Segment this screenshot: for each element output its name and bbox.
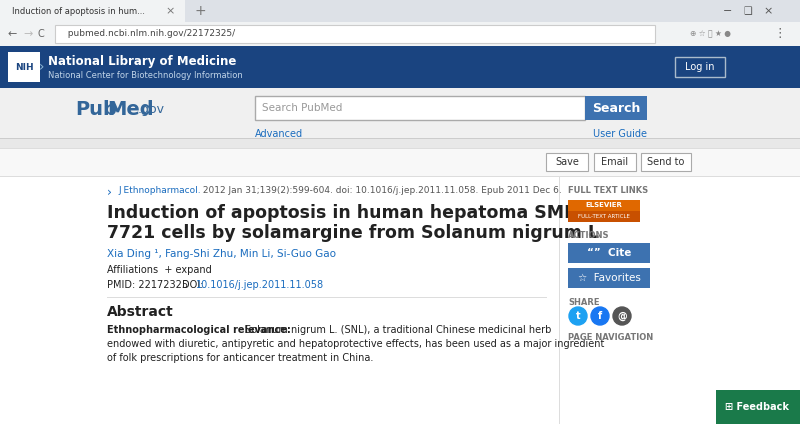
- Bar: [0, 148, 800, 149]
- Text: FULL-TEXT ARTICLE: FULL-TEXT ARTICLE: [578, 214, 630, 218]
- Text: Induction of apoptosis in human hepatoma SMMC-: Induction of apoptosis in human hepatoma…: [107, 204, 602, 222]
- Text: f: f: [598, 311, 602, 321]
- Bar: [107, 297, 547, 298]
- Text: Med: Med: [107, 100, 154, 119]
- Text: 10.1016/j.jep.2011.11.058: 10.1016/j.jep.2011.11.058: [196, 280, 324, 290]
- Circle shape: [569, 307, 587, 325]
- Text: @: @: [617, 311, 627, 321]
- Text: ←: ←: [8, 29, 18, 39]
- Text: PAGE NAVIGATION: PAGE NAVIGATION: [568, 333, 654, 342]
- Text: pubmed.ncbi.nlm.nih.gov/22172325/: pubmed.ncbi.nlm.nih.gov/22172325/: [62, 30, 235, 39]
- Text: National Center for Biotechnology Information: National Center for Biotechnology Inform…: [48, 70, 242, 80]
- Text: ❑: ❑: [744, 6, 752, 16]
- Bar: [0, 46, 800, 88]
- Text: User Guide: User Guide: [593, 129, 647, 139]
- Text: Induction of apoptosis in hum...: Induction of apoptosis in hum...: [12, 6, 145, 16]
- Text: ☆  Favorites: ☆ Favorites: [578, 273, 641, 283]
- Text: Send to: Send to: [647, 157, 685, 167]
- Bar: [0, 0, 800, 22]
- Bar: [568, 268, 650, 288]
- Text: ⊞ Feedback: ⊞ Feedback: [725, 402, 789, 412]
- Text: National Library of Medicine: National Library of Medicine: [48, 56, 236, 69]
- Text: Pub: Pub: [75, 100, 117, 119]
- Text: Search: Search: [592, 101, 640, 114]
- Bar: [0, 148, 800, 176]
- Text: ⊕ ☆ ⬛ ★ ●: ⊕ ☆ ⬛ ★ ●: [690, 30, 731, 39]
- Text: Save: Save: [555, 157, 579, 167]
- Text: Email: Email: [602, 157, 629, 167]
- Text: −: −: [723, 6, 733, 16]
- Text: ×: ×: [763, 6, 773, 16]
- Text: NIH: NIH: [14, 62, 34, 72]
- Text: ⋮: ⋮: [774, 28, 786, 41]
- Bar: [585, 96, 647, 120]
- Text: Advanced: Advanced: [255, 129, 303, 139]
- Text: 7721 cells by solamargine from Solanum nigrum L: 7721 cells by solamargine from Solanum n…: [107, 224, 599, 242]
- Bar: [568, 200, 640, 222]
- Text: ELSEVIER: ELSEVIER: [586, 202, 622, 208]
- Bar: [546, 153, 588, 171]
- Bar: [0, 138, 800, 139]
- Bar: [0, 176, 800, 424]
- Text: Xia Ding ¹, Fang-Shi Zhu, Min Li, Si-Guo Gao: Xia Ding ¹, Fang-Shi Zhu, Min Li, Si-Guo…: [107, 249, 336, 259]
- Text: Ethnopharmacological relevance:: Ethnopharmacological relevance:: [107, 325, 291, 335]
- Text: Search PubMed: Search PubMed: [262, 103, 342, 113]
- Bar: [0, 22, 800, 46]
- Text: endowed with diuretic, antipyretic and hepatoprotective effects, has been used a: endowed with diuretic, antipyretic and h…: [107, 339, 604, 349]
- Text: ›: ›: [107, 186, 112, 199]
- Bar: [716, 390, 800, 424]
- Text: ›: ›: [39, 60, 45, 74]
- Bar: [559, 176, 560, 424]
- Text: t: t: [576, 311, 580, 321]
- Bar: [675, 57, 725, 77]
- Text: 2012 Jan 31;139(2):599-604. doi: 10.1016/j.jep.2011.11.058. Epub 2011 Dec 6.: 2012 Jan 31;139(2):599-604. doi: 10.1016…: [200, 186, 562, 195]
- Text: Log in: Log in: [686, 62, 714, 72]
- Text: C: C: [37, 29, 44, 39]
- Text: Abstract: Abstract: [107, 305, 174, 319]
- Bar: [568, 243, 650, 263]
- Bar: [0, 88, 800, 138]
- Text: SHARE: SHARE: [568, 298, 599, 307]
- Text: FULL TEXT LINKS: FULL TEXT LINKS: [568, 186, 648, 195]
- Bar: [0, 176, 800, 177]
- Bar: [8, 52, 40, 82]
- Bar: [594, 153, 636, 171]
- Text: +: +: [194, 4, 206, 18]
- Bar: [55, 25, 655, 43]
- Text: PMID: 22172325: PMID: 22172325: [107, 280, 188, 290]
- Circle shape: [591, 307, 609, 325]
- Text: ACTIONS: ACTIONS: [568, 231, 610, 240]
- Text: Solanum nigrum L. (SNL), a traditional Chinese medicinal herb: Solanum nigrum L. (SNL), a traditional C…: [242, 325, 551, 335]
- Bar: [568, 200, 640, 211]
- Text: .gov: .gov: [138, 103, 165, 116]
- Text: “”  Cite: “” Cite: [587, 248, 631, 258]
- Text: →: →: [23, 29, 32, 39]
- Bar: [641, 153, 691, 171]
- Bar: [255, 96, 585, 120]
- Text: J Ethnopharmacol.: J Ethnopharmacol.: [118, 186, 201, 195]
- Text: of folk prescriptions for anticancer treatment in China.: of folk prescriptions for anticancer tre…: [107, 353, 374, 363]
- Bar: [0, 0, 185, 22]
- Text: ×: ×: [166, 6, 174, 16]
- Text: Affiliations  + expand: Affiliations + expand: [107, 265, 212, 275]
- Circle shape: [613, 307, 631, 325]
- Text: DOI:: DOI:: [182, 280, 203, 290]
